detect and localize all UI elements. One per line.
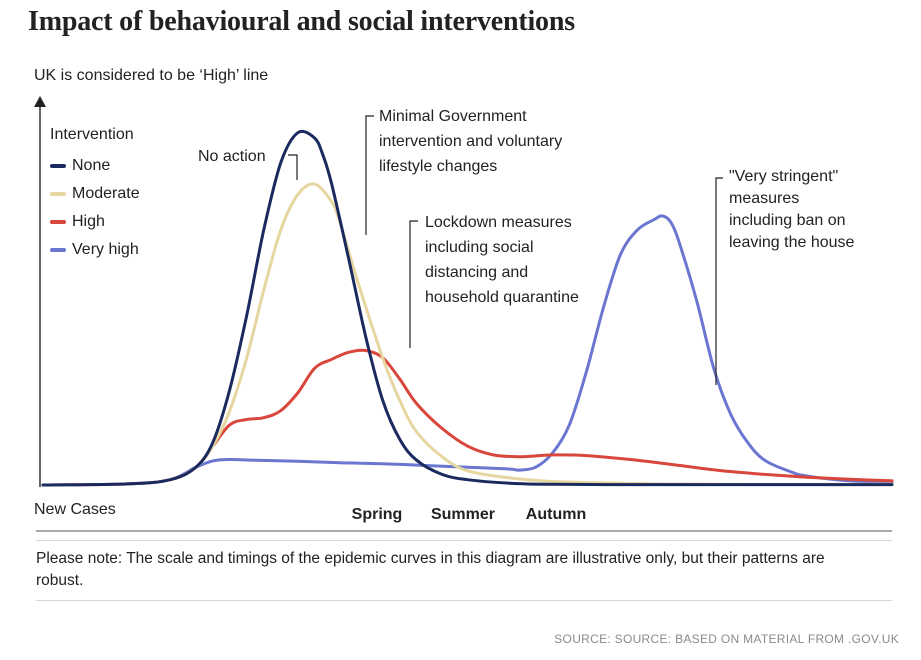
- annotation-minimal-government: Minimal Government intervention and volu…: [379, 108, 567, 175]
- legend-swatch-none: [50, 164, 66, 168]
- disclaimer-note: Please note: The scale and timings of th…: [36, 550, 825, 589]
- legend-swatch-high: [50, 220, 66, 224]
- series-line-high: [41, 348, 894, 487]
- source-credit: SOURCE: SOURCE: BASED ON MATERIAL FROM .…: [554, 632, 899, 646]
- x-tick-label-spring: Spring: [352, 506, 403, 523]
- y-origin-label: New Cases: [34, 501, 116, 518]
- annotation-leader-no-action: [288, 154, 298, 180]
- legend-label-moderate: Moderate: [72, 185, 140, 202]
- legend-label-high: High: [72, 213, 105, 230]
- legend-label-very-high: Very high: [72, 241, 139, 258]
- annotation-leader-minimal: [365, 115, 374, 235]
- legend: Intervention None Moderate High Very hig…: [50, 126, 140, 264]
- legend-item-none: None: [50, 152, 140, 180]
- chart-title: Impact of behavioural and social interve…: [28, 6, 575, 37]
- annotation-leader-lockdown: [409, 220, 418, 348]
- series-line-very-high: [41, 214, 894, 487]
- series-line-none: [41, 129, 894, 487]
- annotation-lockdown: Lockdown measures including social dista…: [425, 214, 579, 306]
- y-axis-arrow: [34, 96, 46, 107]
- legend-title: Intervention: [50, 126, 134, 143]
- legend-item-high: High: [50, 208, 140, 236]
- annotation-no-action: No action: [198, 148, 266, 165]
- note-separator-top: [36, 540, 892, 541]
- x-tick-label-summer: Summer: [431, 506, 495, 523]
- legend-item-moderate: Moderate: [50, 180, 140, 208]
- legend-swatch-moderate: [50, 192, 66, 196]
- legend-label-none: None: [72, 157, 111, 174]
- legend-swatch-very-high: [50, 248, 66, 252]
- legend-item-very-high: Very high: [50, 236, 140, 264]
- annotation-very-stringent: "Very stringent" measures including ban …: [729, 168, 855, 251]
- chart-subtitle: UK is considered to be ‘High’ line: [34, 67, 269, 84]
- note-separator-bottom: [36, 600, 892, 601]
- annotation-leader-stringent: [715, 177, 723, 385]
- x-tick-label-autumn: Autumn: [526, 506, 586, 523]
